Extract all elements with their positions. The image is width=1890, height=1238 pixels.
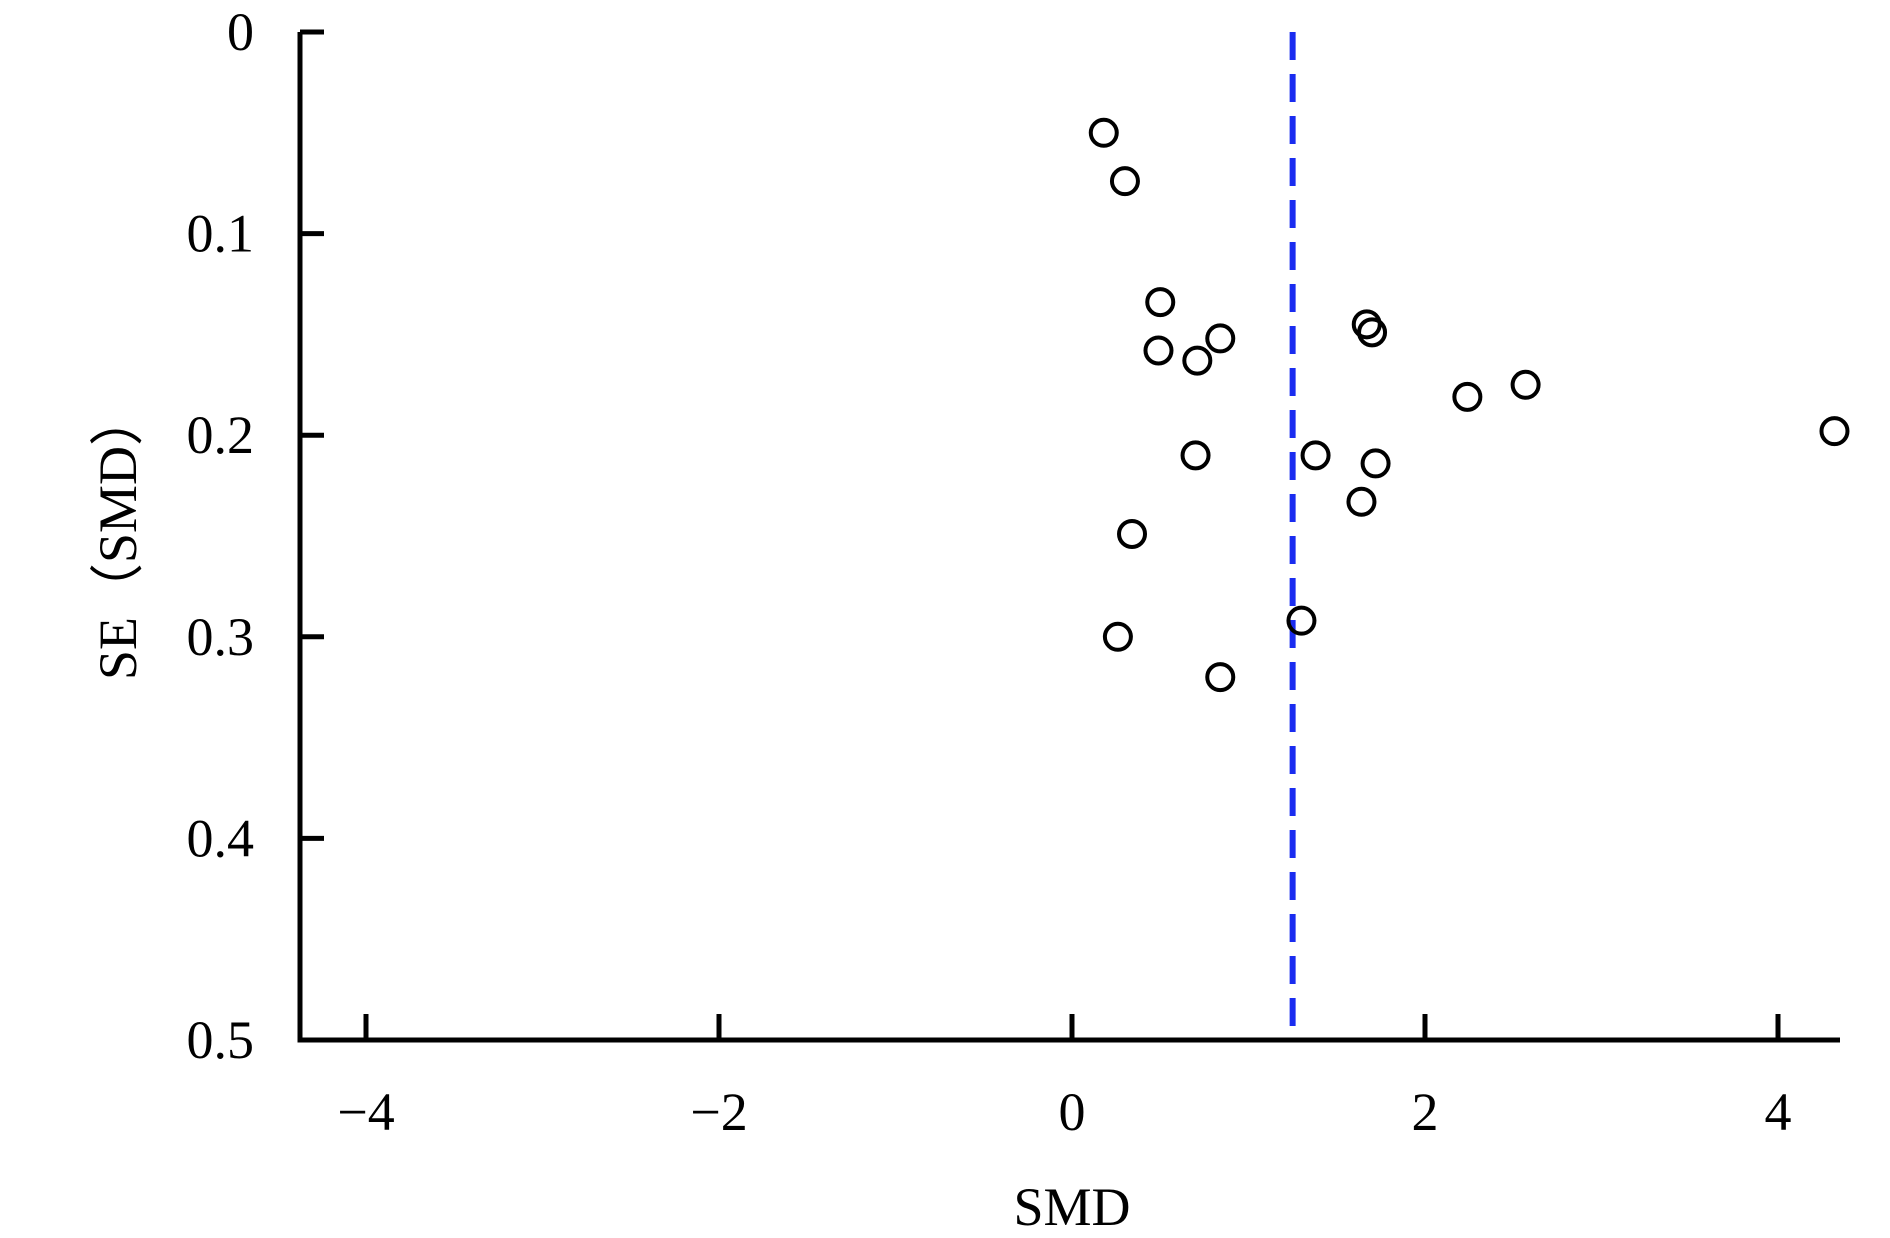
y-axis-title: SE（SMD） bbox=[88, 392, 148, 680]
study-point bbox=[1109, 166, 1140, 197]
study-point bbox=[1205, 323, 1236, 354]
study-point bbox=[1360, 448, 1391, 479]
study-point bbox=[1286, 605, 1317, 636]
x-axis-title: SMD bbox=[1013, 1177, 1130, 1237]
axis-lines bbox=[297, 32, 1840, 1043]
study-point bbox=[1143, 335, 1174, 366]
study-point bbox=[1145, 287, 1176, 318]
study-point bbox=[1088, 117, 1119, 148]
study-point bbox=[1182, 345, 1213, 376]
study-point bbox=[1300, 440, 1331, 471]
study-point bbox=[1357, 317, 1388, 348]
study-point bbox=[1452, 381, 1483, 412]
y-tick-label: 0.1 bbox=[187, 204, 255, 264]
y-tick-label: 0 bbox=[227, 2, 254, 62]
study-point bbox=[1510, 369, 1541, 400]
y-tick-label: 0.2 bbox=[187, 405, 255, 465]
study-point bbox=[1117, 518, 1148, 549]
x-tick-label: −4 bbox=[337, 1082, 394, 1142]
x-tick-label: −2 bbox=[690, 1082, 747, 1142]
y-tick-label: 0.5 bbox=[187, 1010, 255, 1070]
study-point bbox=[1205, 662, 1236, 693]
study-point bbox=[1819, 416, 1850, 447]
y-axis-ticks: 0 0.1 0.2 0.3 0.4 0.5 bbox=[187, 2, 324, 1070]
study-point bbox=[1346, 486, 1377, 517]
axes bbox=[297, 32, 1840, 1043]
x-axis-ticks: −4 −2 0 2 4 bbox=[337, 1014, 1792, 1142]
x-tick-label: 2 bbox=[1412, 1082, 1439, 1142]
plot-area bbox=[1088, 32, 1850, 1040]
x-tick-label: 4 bbox=[1765, 1082, 1792, 1142]
x-tick-label: 0 bbox=[1059, 1082, 1086, 1142]
study-point bbox=[1180, 440, 1211, 471]
y-tick-label: 0.3 bbox=[187, 607, 255, 667]
y-tick-label: 0.4 bbox=[187, 808, 255, 868]
study-point bbox=[1102, 621, 1133, 652]
